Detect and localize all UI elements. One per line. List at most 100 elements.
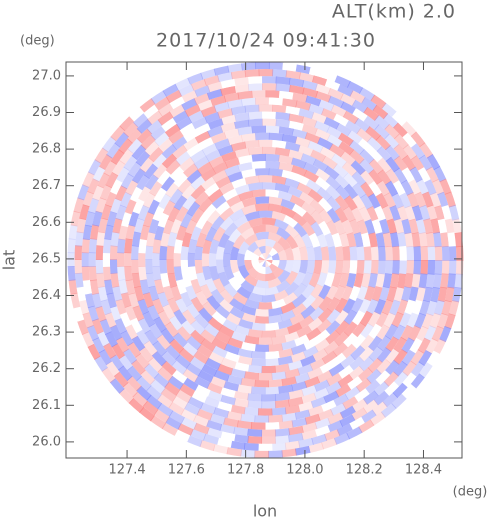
echo-cell	[410, 349, 425, 366]
echo-cell	[217, 363, 233, 376]
echo-cell	[258, 266, 266, 275]
echo-cell	[215, 331, 231, 344]
echo-cell	[140, 134, 156, 150]
echo-cell	[129, 106, 145, 122]
echo-cell	[325, 185, 341, 201]
echo-cell	[222, 318, 238, 332]
echo-cell	[374, 205, 386, 222]
echo-cell	[409, 337, 423, 354]
echo-cell	[182, 194, 197, 211]
echo-cell	[216, 437, 233, 448]
echo-cell	[251, 153, 266, 162]
echo-cell	[131, 335, 146, 352]
echo-cell	[308, 442, 324, 453]
echo-cell	[211, 310, 227, 325]
echo-cell	[203, 396, 220, 408]
echo-cell	[162, 285, 174, 301]
echo-cell	[301, 116, 318, 128]
echo-cell	[291, 381, 307, 392]
echo-cell	[298, 72, 315, 83]
echo-cell	[127, 138, 143, 154]
echo-cell	[181, 232, 192, 248]
echo-cell	[201, 143, 218, 156]
echo-cell	[124, 266, 133, 282]
echo-cell	[338, 141, 355, 156]
echo-cell	[383, 192, 396, 209]
echo-cell	[120, 292, 132, 308]
echo-cell	[104, 224, 114, 240]
echo-cell	[199, 440, 216, 452]
echo-cell	[179, 157, 195, 172]
echo-cell	[265, 351, 280, 360]
echo-cell	[118, 388, 135, 404]
echo-cell	[367, 311, 381, 328]
echo-cell	[414, 312, 426, 329]
echo-cell	[401, 383, 417, 400]
echo-cell	[175, 279, 187, 295]
echo-cell	[310, 221, 324, 237]
echo-cell	[202, 265, 212, 281]
echo-cell	[268, 62, 284, 70]
echo-cell	[237, 253, 245, 267]
echo-cell	[262, 182, 277, 190]
echo-cell	[343, 172, 358, 188]
echo-cell	[309, 358, 326, 371]
echo-cell	[368, 158, 384, 175]
echo-cell	[143, 104, 160, 119]
echo-cell	[187, 252, 196, 267]
echo-cell	[368, 323, 382, 340]
echo-cell	[306, 260, 315, 275]
echo-cell	[304, 376, 321, 388]
echo-cell	[383, 113, 399, 129]
echo-cell	[310, 283, 324, 299]
echo-cell	[444, 313, 456, 330]
echo-cell	[285, 235, 299, 250]
echo-cell	[406, 192, 419, 209]
echo-cell	[244, 140, 260, 149]
echo-cell	[341, 219, 354, 235]
echo-cell	[250, 422, 266, 430]
echo-cell	[244, 259, 254, 271]
echo-cell	[326, 207, 341, 224]
echo-cell	[308, 189, 324, 203]
echo-cell	[310, 396, 327, 409]
echo-cell	[424, 325, 437, 342]
echo-cell	[410, 373, 425, 390]
echo-cell	[291, 293, 307, 308]
echo-cell	[364, 285, 376, 302]
echo-cell	[205, 227, 218, 242]
echo-cell	[381, 102, 398, 118]
echo-cell	[152, 298, 165, 314]
echo-cell	[437, 286, 448, 303]
echo-cell	[200, 402, 217, 415]
echo-cell	[370, 246, 379, 261]
echo-cell	[148, 218, 160, 234]
echo-cell	[320, 246, 330, 261]
echo-cell	[368, 346, 384, 362]
echo-cell	[109, 378, 125, 394]
echo-cell	[356, 128, 372, 143]
echo-cell	[345, 120, 361, 135]
echo-cell	[68, 224, 78, 240]
echo-cell	[224, 164, 240, 177]
echo-cell	[434, 299, 445, 316]
echo-cell	[88, 266, 97, 281]
echo-cell	[275, 147, 291, 157]
echo-cell	[315, 91, 332, 103]
echo-cell	[196, 408, 213, 421]
echo-cell	[229, 208, 245, 222]
echo-cell	[173, 309, 187, 325]
echo-cell	[316, 370, 333, 383]
echo-cell	[158, 138, 174, 153]
echo-cell	[351, 322, 366, 338]
echo-cell	[157, 394, 173, 409]
echo-cell	[106, 211, 118, 227]
echo-cell	[385, 336, 399, 352]
echo-cell	[241, 168, 257, 179]
echo-cell	[261, 252, 266, 260]
echo-cell	[223, 252, 231, 267]
echo-cell	[234, 76, 250, 86]
echo-cell	[73, 306, 85, 322]
echo-cell	[277, 260, 287, 271]
echo-cell	[359, 310, 373, 327]
